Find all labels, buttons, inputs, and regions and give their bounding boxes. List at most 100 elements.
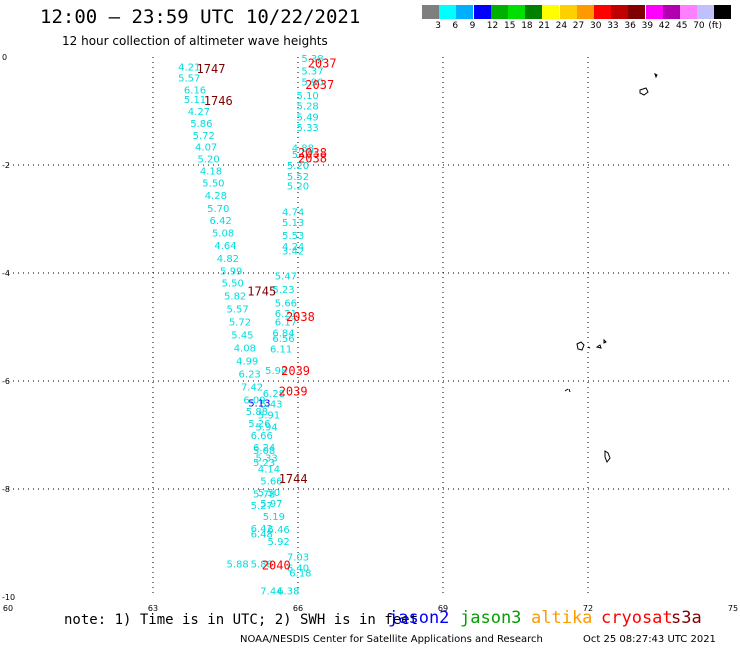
- swh-value: 7.03: [287, 553, 309, 564]
- swh-value: 5.07: [292, 150, 314, 161]
- swh-value: 5.66: [275, 299, 297, 310]
- pass-time-label: 2039: [279, 385, 308, 399]
- swh-value: 4.99: [236, 356, 258, 367]
- colorbar-label: 30: [590, 21, 602, 31]
- swh-value: 5.94: [255, 422, 277, 433]
- swh-value: 4.07: [195, 143, 217, 154]
- swh-value: 5.91: [258, 410, 280, 421]
- swh-value: 5.10: [297, 91, 319, 102]
- pass-time-label: 2038: [298, 151, 327, 165]
- swh-value: 4.82: [217, 254, 239, 265]
- chart-title: 12:00 – 23:59 UTC 10/22/2021: [40, 6, 361, 28]
- colorbar-swatch: [508, 5, 525, 19]
- colorbar-swatch: [680, 5, 697, 19]
- swh-value: 6.16: [184, 85, 206, 96]
- swh-value: 4.88: [292, 144, 314, 155]
- swh-value: 5.20: [197, 155, 219, 166]
- pass-time-label: 1747: [197, 62, 226, 76]
- pass-times: 1747174617451744203720372038203820382039…: [197, 56, 337, 572]
- swh-value: 6.56: [272, 334, 294, 345]
- colorbar-swatch: [611, 5, 629, 19]
- swh-value: 5.23: [253, 458, 275, 469]
- swh-value: 5.98: [265, 366, 287, 377]
- credit-text: NOAA/NESDIS Center for Satellite Applica…: [240, 634, 543, 645]
- colorbar-swatch: [645, 5, 663, 19]
- swh-value: 5.99: [220, 266, 242, 277]
- colorbar-label: 39: [641, 21, 654, 31]
- colorbar-label: 18: [521, 21, 533, 31]
- y-tick-label: -10: [2, 593, 15, 602]
- colorbar-swatch: [697, 5, 715, 19]
- swh-value: 5.50: [258, 488, 280, 499]
- swh-value: 5.13: [282, 218, 304, 229]
- colorbar-label: 45: [676, 21, 688, 31]
- swh-value: 6.84: [272, 328, 294, 339]
- swh-value: 7.44: [260, 587, 282, 598]
- swh-value: 5.70: [207, 204, 229, 215]
- swh-value: 5.43: [260, 400, 282, 411]
- colorbar-swatch: [594, 5, 611, 19]
- colorbar-label: 27: [572, 21, 585, 31]
- x-tick-label: 69: [438, 604, 448, 613]
- colorbar-swatch: [422, 5, 439, 19]
- y-tick-label: -2: [2, 161, 10, 170]
- y-tick-label: -6: [2, 377, 10, 386]
- swh-value: 6.24: [253, 443, 275, 454]
- mission-jason2: jason2: [388, 608, 450, 628]
- swh-value: 5.72: [193, 131, 215, 142]
- pass-time-label: 1745: [247, 284, 276, 298]
- swh-value: 4.21: [178, 63, 200, 74]
- colorbar-swatch: [456, 5, 474, 19]
- colorbar-swatch: [714, 5, 732, 19]
- swh-value: 4.18: [200, 166, 222, 177]
- colorbar-swatch: [628, 5, 646, 19]
- swh-value: 6.18: [289, 569, 311, 580]
- swh-value: 5.90: [301, 77, 323, 88]
- swh-value: 6.21: [275, 309, 297, 320]
- pass-time-label: 2037: [305, 78, 334, 92]
- swh-value-jason2: 5.13: [248, 399, 270, 410]
- swh-value: 5.47: [275, 272, 297, 283]
- swh-value: 6.17: [275, 318, 297, 329]
- colorbar-swatch: [439, 5, 457, 19]
- swh-value: 5.20: [287, 161, 309, 172]
- colorbar-label: 33: [607, 21, 619, 31]
- swh-value: 5.66: [260, 476, 282, 487]
- swh-value: 5.57: [178, 74, 200, 85]
- pass-time-label: 2037: [308, 56, 337, 70]
- swh-value: 4.28: [205, 191, 227, 202]
- swh-value: 3.42: [282, 246, 304, 257]
- swh-value: 5.11: [184, 95, 206, 106]
- swh-value: 5.92: [268, 537, 290, 548]
- x-tick-label: 72: [583, 604, 593, 613]
- x-tick-label: 60: [3, 604, 13, 613]
- pass-time-label: 1746: [204, 94, 233, 108]
- swh-value: 5.57: [226, 305, 248, 316]
- colorbar-swatch: [542, 5, 560, 19]
- swh-value: 5.38: [301, 54, 323, 65]
- swh-value: 6.66: [251, 431, 273, 442]
- swh-value: 4.27: [188, 107, 210, 118]
- swh-value: 5.37: [301, 67, 323, 78]
- swh-value: 5.23: [272, 285, 294, 296]
- swh-value: 6.48: [251, 529, 273, 540]
- x-tick-label: 66: [293, 604, 303, 613]
- colorbar-label: 70: [693, 21, 705, 31]
- swh-value: 5.78: [253, 489, 275, 500]
- swh-value: 5.28: [297, 102, 319, 113]
- swh-value: 5.08: [212, 229, 234, 240]
- colorbar-label: 9: [469, 21, 476, 31]
- swh-value: 6.09: [243, 395, 265, 406]
- chart-subtitle: 12 hour collection of altimeter wave hei…: [62, 34, 328, 48]
- mission-s3a: s3a: [671, 608, 702, 628]
- grid: [8, 57, 733, 597]
- swh-value: 5.88: [226, 560, 248, 571]
- swh-value: 6.42: [210, 216, 232, 227]
- colorbar-swatch: [525, 5, 543, 19]
- colorbar-label: 15: [504, 21, 516, 31]
- x-tick-label: 75: [728, 604, 738, 613]
- colorbar-label: 24: [555, 21, 568, 31]
- swh-value: 4.14: [258, 464, 280, 475]
- swh-value: 6.38: [277, 587, 299, 598]
